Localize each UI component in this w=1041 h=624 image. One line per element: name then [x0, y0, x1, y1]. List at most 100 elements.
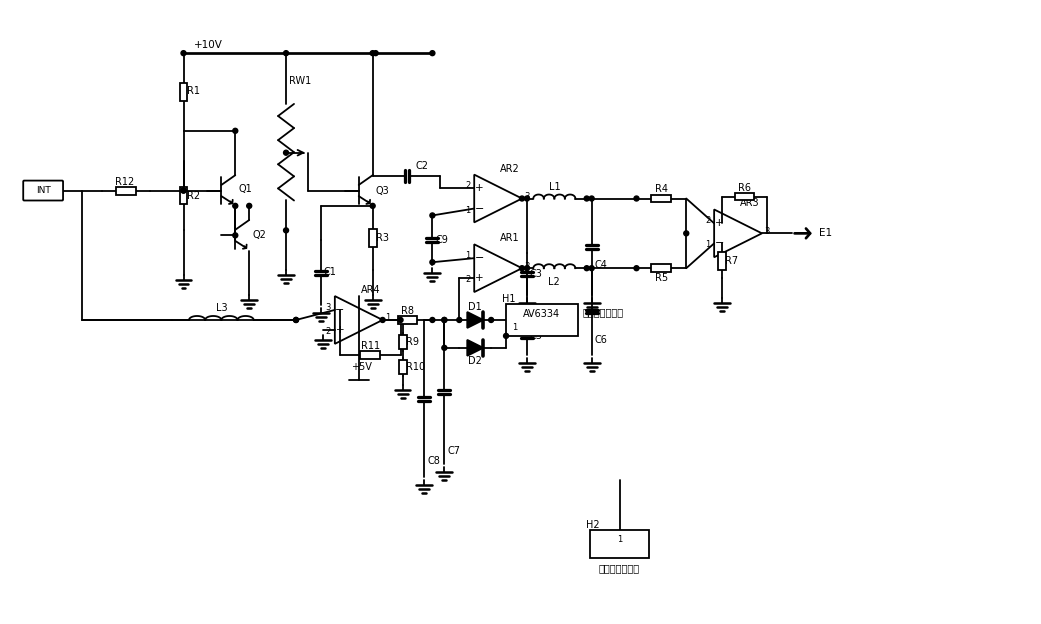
- Text: −: −: [475, 203, 484, 213]
- Text: R4: R4: [655, 183, 668, 193]
- Bar: [399, 360, 406, 374]
- Text: R7: R7: [726, 256, 738, 266]
- Text: H2: H2: [586, 520, 600, 530]
- Text: C1: C1: [324, 267, 336, 277]
- Text: C3: C3: [530, 269, 542, 279]
- Text: −: −: [714, 238, 723, 248]
- Text: 光功率基准信号: 光功率基准信号: [599, 563, 640, 573]
- Text: 1: 1: [465, 205, 471, 215]
- Text: R9: R9: [406, 337, 418, 347]
- Text: 3: 3: [524, 261, 530, 271]
- Circle shape: [233, 129, 237, 134]
- Circle shape: [634, 196, 639, 201]
- Text: −: −: [335, 305, 345, 315]
- Circle shape: [233, 203, 237, 208]
- FancyBboxPatch shape: [23, 180, 64, 200]
- Circle shape: [589, 196, 594, 201]
- Circle shape: [371, 203, 375, 208]
- Circle shape: [519, 266, 525, 271]
- Circle shape: [519, 196, 525, 201]
- Bar: [179, 187, 187, 205]
- Circle shape: [181, 188, 186, 193]
- Text: D1: D1: [468, 302, 482, 312]
- Text: INT: INT: [35, 186, 51, 195]
- Text: AV6334: AV6334: [524, 309, 560, 319]
- Text: +: +: [475, 183, 483, 193]
- Text: 3: 3: [524, 192, 530, 201]
- Text: C8: C8: [428, 456, 440, 466]
- Circle shape: [283, 228, 288, 233]
- Circle shape: [430, 51, 435, 56]
- Circle shape: [684, 231, 689, 236]
- Circle shape: [584, 196, 589, 201]
- Bar: [652, 195, 671, 203]
- Text: E1: E1: [818, 228, 832, 238]
- Text: +: +: [475, 273, 483, 283]
- Text: L1: L1: [549, 182, 560, 192]
- Circle shape: [430, 213, 435, 218]
- Text: R10: R10: [406, 362, 425, 372]
- Text: RW1: RW1: [289, 76, 311, 86]
- Text: 2: 2: [465, 182, 471, 190]
- Polygon shape: [467, 312, 483, 328]
- Bar: [360, 351, 380, 359]
- Circle shape: [457, 318, 462, 323]
- Text: 3: 3: [764, 227, 769, 236]
- Text: C6: C6: [594, 335, 608, 345]
- Circle shape: [488, 318, 493, 323]
- Text: C2: C2: [415, 160, 429, 170]
- Circle shape: [584, 266, 589, 271]
- Circle shape: [283, 51, 288, 56]
- Circle shape: [294, 318, 299, 323]
- Text: R6: R6: [738, 183, 751, 193]
- Bar: [398, 316, 417, 324]
- Text: 1: 1: [465, 251, 471, 260]
- Circle shape: [430, 260, 435, 265]
- Text: AR4: AR4: [361, 285, 380, 295]
- Circle shape: [634, 266, 639, 271]
- Text: 2: 2: [705, 217, 710, 225]
- Bar: [718, 252, 726, 270]
- Text: +: +: [715, 218, 723, 228]
- Text: 2: 2: [326, 327, 331, 336]
- Text: L2: L2: [549, 277, 560, 287]
- Bar: [369, 229, 377, 247]
- Circle shape: [373, 51, 378, 56]
- Circle shape: [181, 188, 186, 193]
- Text: R2: R2: [187, 190, 201, 200]
- Text: 1: 1: [617, 535, 623, 545]
- Text: −: −: [475, 253, 484, 263]
- Text: H1: H1: [502, 294, 515, 304]
- Text: +5V: +5V: [351, 362, 372, 372]
- Text: 2: 2: [465, 275, 471, 285]
- Bar: [179, 83, 187, 101]
- Text: AR1: AR1: [500, 233, 519, 243]
- Circle shape: [441, 318, 447, 323]
- Bar: [399, 335, 406, 349]
- Text: C9: C9: [435, 235, 449, 245]
- Circle shape: [504, 333, 509, 338]
- Text: C7: C7: [448, 446, 460, 456]
- Text: 1: 1: [384, 313, 390, 323]
- Circle shape: [380, 318, 385, 323]
- Circle shape: [181, 51, 186, 56]
- Circle shape: [398, 318, 403, 323]
- Text: R5: R5: [655, 273, 668, 283]
- Text: +: +: [335, 325, 345, 335]
- Circle shape: [294, 318, 299, 323]
- Circle shape: [441, 345, 447, 350]
- Bar: [735, 193, 755, 200]
- Text: 光功率检测信号: 光功率检测信号: [583, 307, 624, 317]
- Circle shape: [441, 318, 447, 323]
- Text: R11: R11: [360, 341, 380, 351]
- Circle shape: [430, 318, 435, 323]
- Text: R8: R8: [401, 306, 414, 316]
- Polygon shape: [467, 340, 483, 356]
- Text: R12: R12: [115, 177, 134, 187]
- Text: +10V: +10V: [194, 40, 223, 50]
- Text: 1: 1: [705, 240, 710, 250]
- Text: R3: R3: [376, 233, 388, 243]
- Circle shape: [233, 233, 237, 238]
- Bar: [116, 187, 135, 195]
- Text: 1: 1: [512, 323, 517, 333]
